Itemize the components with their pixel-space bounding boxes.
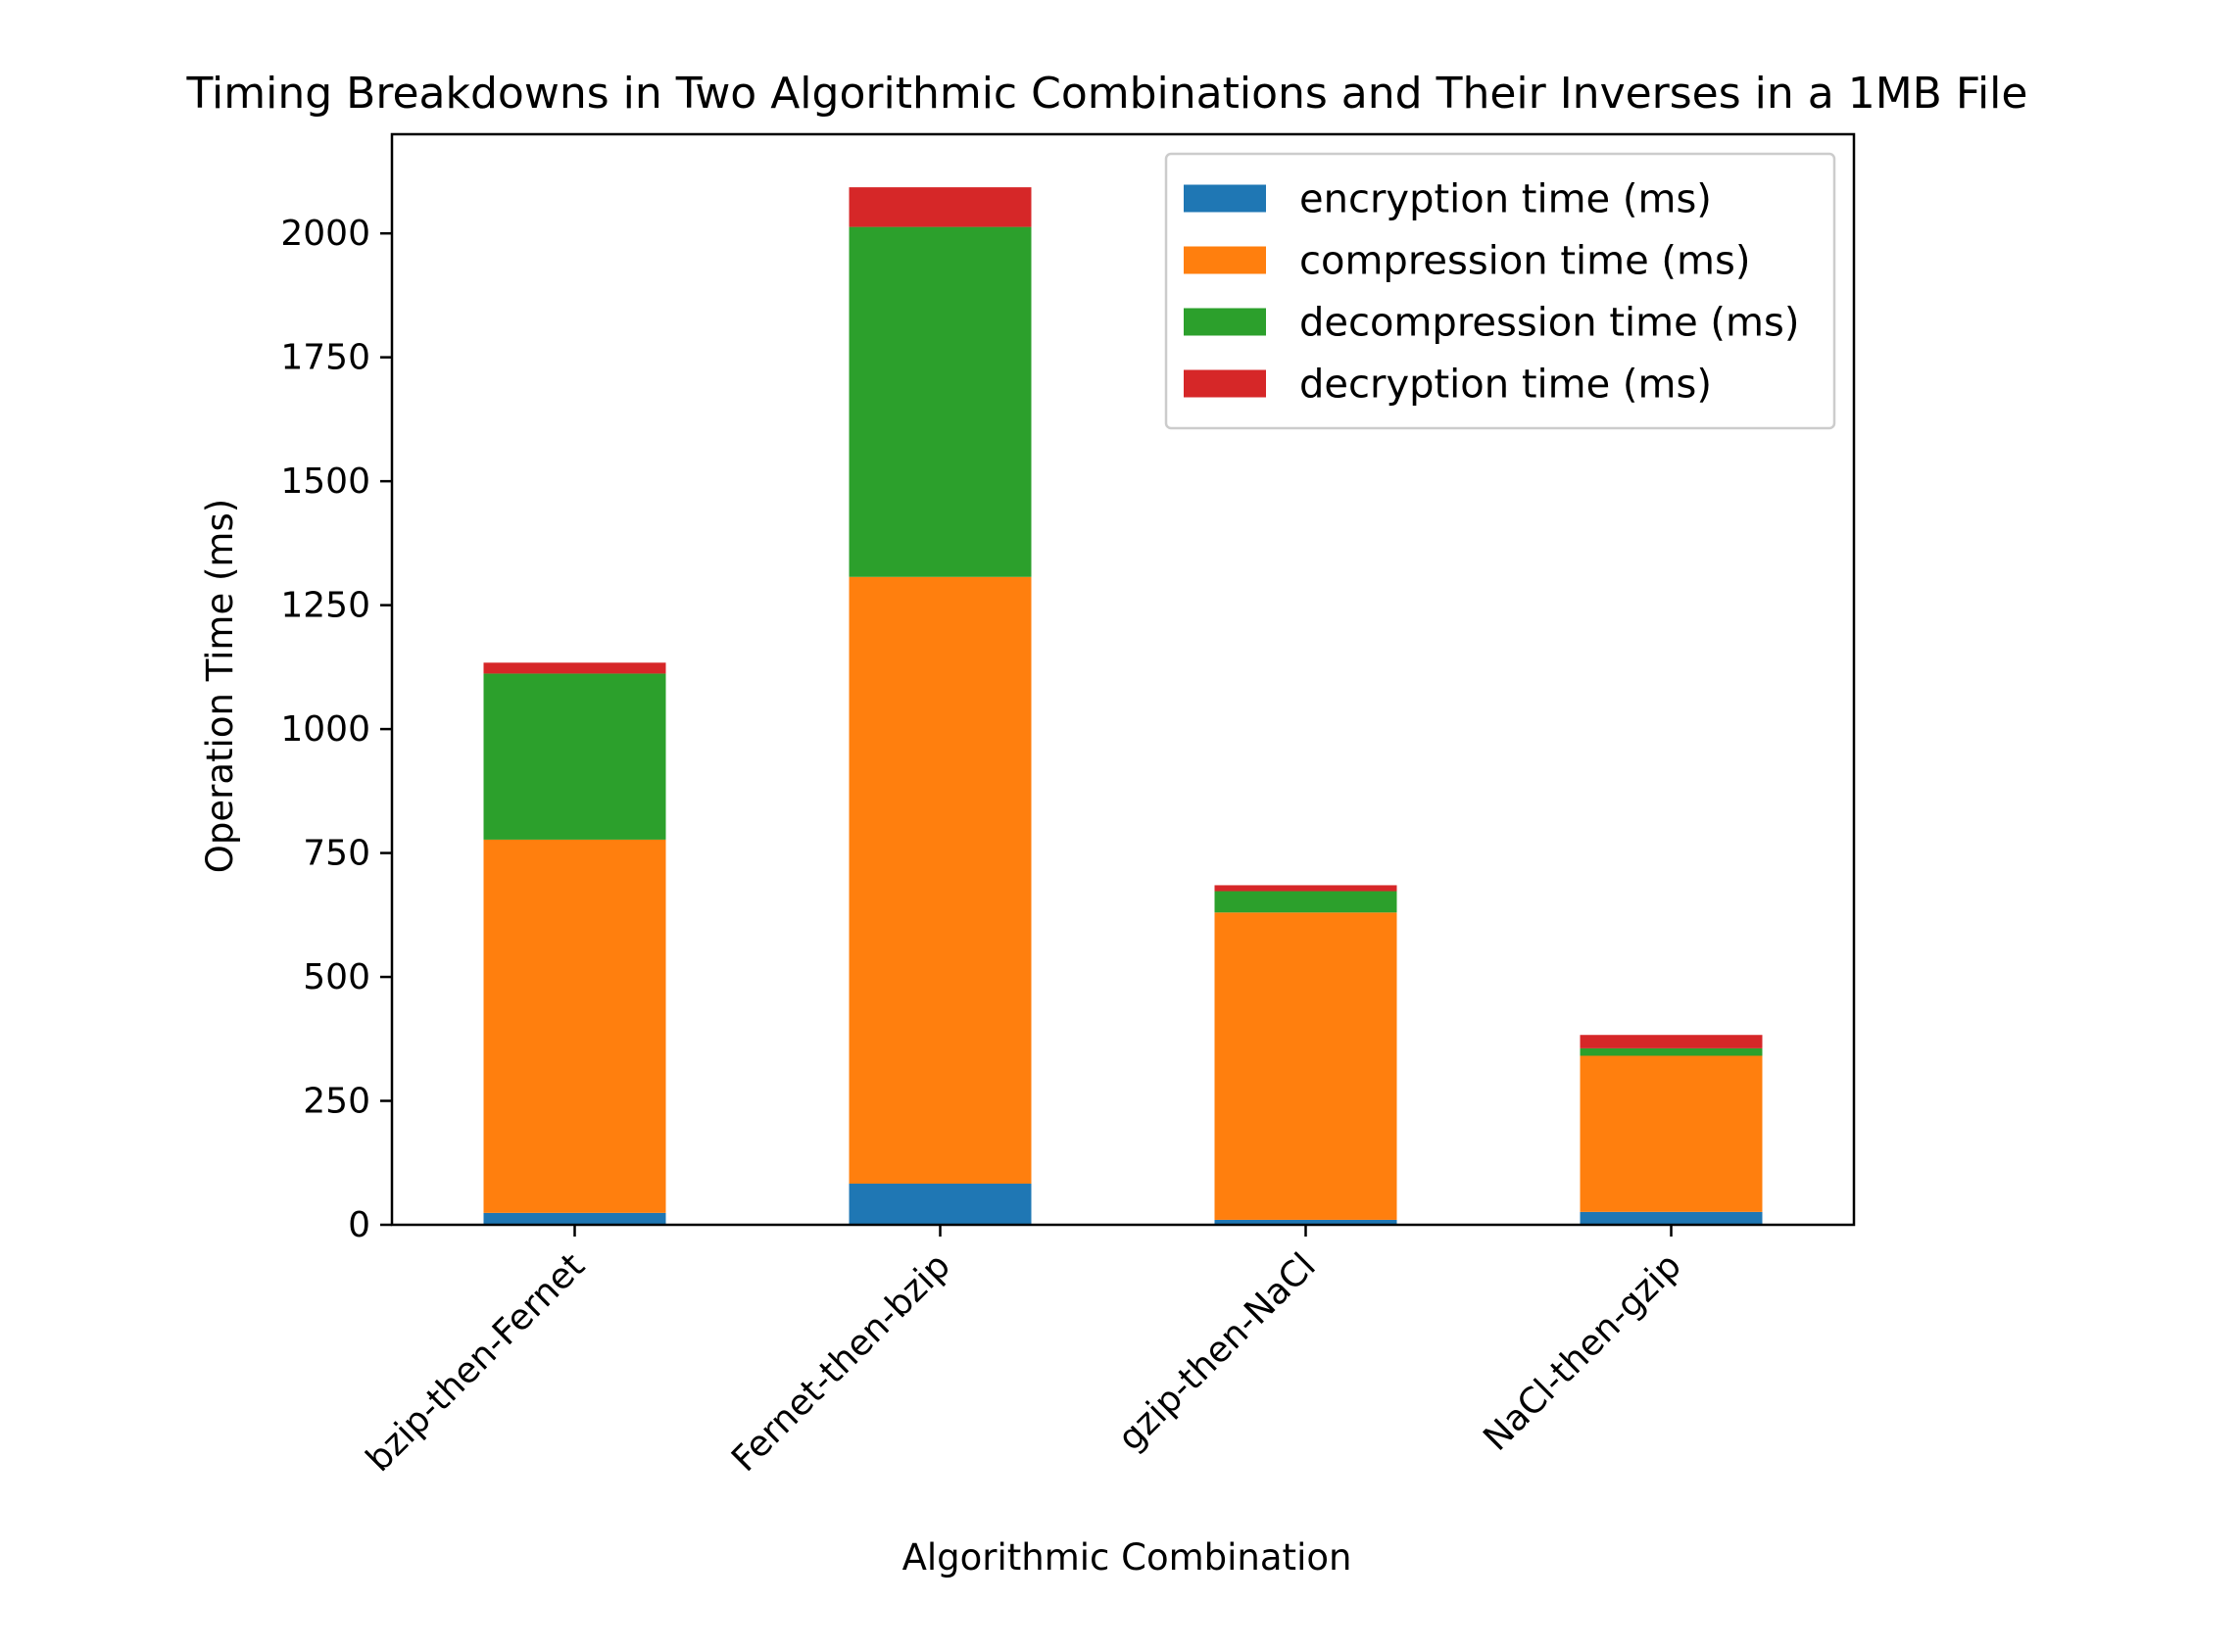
legend-label: decryption time (ms) (1299, 363, 1712, 408)
y-axis-ticks: 0 250 500 750 1000 1250 1500 1750 2000 (280, 214, 392, 1245)
legend: encryption time (ms) compression time (ms… (1164, 152, 1836, 430)
y-tick-label: 750 (303, 834, 370, 874)
chart-title: Timing Breakdowns in Two Algorithmic Com… (186, 69, 2028, 119)
bar-segment (1580, 1047, 1763, 1056)
y-tick-label: 1750 (280, 338, 370, 378)
plot-frame (390, 132, 1856, 1227)
bars-layer (483, 187, 1763, 1225)
bar-segment (849, 187, 1032, 227)
bar-segment (1580, 1211, 1763, 1225)
legend-swatch (1184, 246, 1266, 274)
bar-segment (1580, 1035, 1763, 1048)
y-tick-label: 0 (348, 1205, 370, 1245)
y-axis-label: Operation Time (ms) (199, 499, 241, 873)
legend-swatch (1184, 369, 1266, 398)
legend-box (1164, 152, 1836, 430)
bar-segment (849, 576, 1032, 1185)
bar-segment (1214, 1219, 1397, 1225)
x-axis-label: Algorithmic Combination (902, 1536, 1352, 1579)
legend-swatch (1184, 308, 1266, 336)
legend-label: compression time (ms) (1299, 239, 1750, 284)
bar-segment (483, 1212, 666, 1225)
bar-segment (483, 662, 666, 674)
bar-segment (849, 226, 1032, 577)
legend-swatch (1184, 184, 1266, 213)
y-tick-label: 1000 (280, 709, 370, 750)
bar-segment (1214, 912, 1397, 1220)
legend-label: encryption time (ms) (1299, 177, 1712, 222)
legend-label: decompression time (ms) (1299, 301, 1799, 346)
bar-segment (483, 673, 666, 840)
bar-segment (1214, 885, 1397, 892)
y-tick-label: 1250 (280, 586, 370, 626)
y-tick-label: 2000 (280, 214, 370, 254)
y-tick-label: 500 (303, 957, 370, 997)
axes-layer (390, 132, 1856, 1227)
bar-segment (849, 1184, 1032, 1225)
bar-segment (483, 839, 666, 1213)
bar-segment (1214, 891, 1397, 913)
y-tick-label: 1500 (280, 462, 370, 502)
y-tick-label: 250 (303, 1082, 370, 1122)
bar-segment (1580, 1055, 1763, 1212)
